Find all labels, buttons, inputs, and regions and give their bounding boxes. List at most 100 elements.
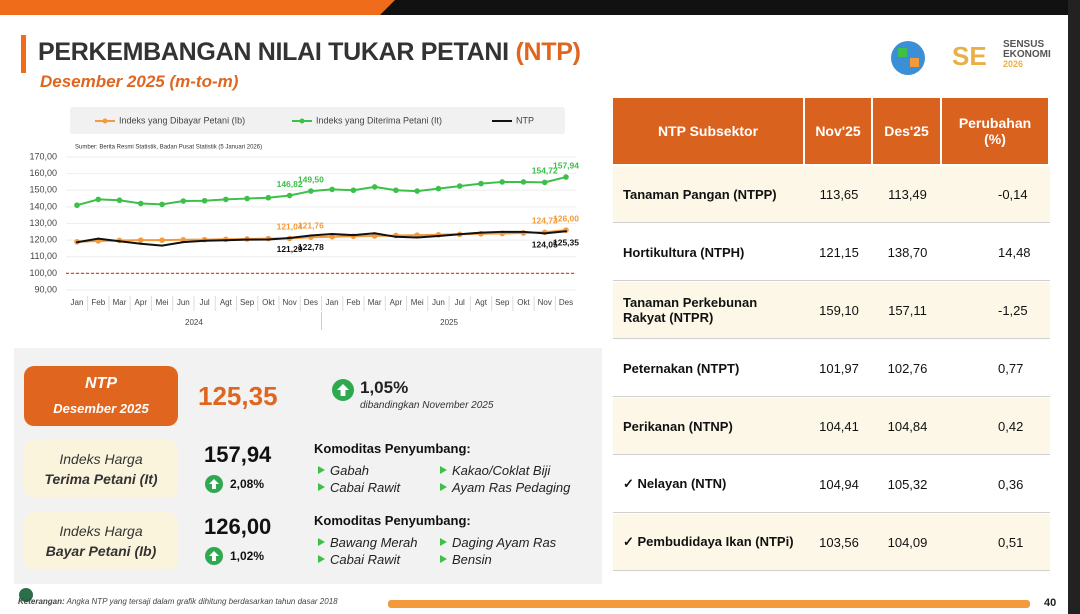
- table-cell: ✓ Pembudidaya Ikan (NTPi): [613, 514, 805, 571]
- x-tick-label: Sep: [240, 298, 255, 307]
- se-logo: SE: [952, 41, 987, 71]
- point: [308, 188, 314, 194]
- point: [499, 179, 506, 185]
- table-cell: Hortikultura (NTPH): [613, 224, 805, 281]
- commodity: Ayam Ras Pedaging: [452, 480, 571, 495]
- x-tick-label: Jul: [199, 298, 209, 307]
- value-label: 122,78: [298, 242, 324, 252]
- point: [373, 232, 376, 235]
- point: [371, 184, 378, 190]
- index-value: 157,94: [204, 442, 272, 467]
- bps-logo: [891, 41, 925, 75]
- point: [393, 187, 399, 194]
- ntp-box: [24, 366, 178, 426]
- commodity: Daging Ayam Ras: [452, 535, 557, 550]
- value-label: 124,05: [532, 240, 558, 250]
- table-cell: 104,41: [805, 398, 873, 455]
- point: [139, 242, 142, 245]
- y-tick-label: 120,00: [29, 235, 57, 245]
- logo-text: SENSUS: [1003, 39, 1045, 50]
- point: [203, 239, 206, 242]
- value-label: 125,35: [553, 237, 579, 247]
- point: [479, 231, 482, 234]
- logo-text: 2026: [1003, 59, 1024, 69]
- table-cell: -0,14: [942, 166, 1050, 223]
- x-tick-label: Okt: [262, 298, 275, 307]
- table-cell: 138,70: [873, 224, 942, 281]
- ib-box: [24, 512, 178, 570]
- point: [329, 186, 335, 193]
- commodity: Bensin: [452, 552, 492, 567]
- legend-box: [70, 107, 565, 134]
- point: [224, 239, 227, 242]
- value-label: 121,04: [277, 222, 303, 232]
- commodities-title: Komoditas Penyumbang:: [314, 441, 471, 456]
- point: [182, 241, 185, 244]
- point: [414, 188, 420, 194]
- page-number: 40: [1044, 597, 1057, 609]
- table-cell: 157,11: [873, 282, 942, 339]
- point: [76, 241, 78, 244]
- table-cell: 102,76: [873, 340, 942, 397]
- commodity: Kakao/Coklat Biji: [452, 463, 551, 478]
- y-tick-label: 160,00: [29, 168, 57, 178]
- point: [522, 230, 525, 233]
- point: [350, 187, 357, 194]
- index-value: 126,00: [204, 514, 272, 539]
- table-cell: 0,51: [942, 514, 1050, 571]
- y-tick-label: 150,00: [29, 185, 57, 195]
- table-cell: 14,48: [942, 224, 1050, 281]
- point: [288, 236, 291, 239]
- x-tick-label: Apr: [390, 298, 403, 307]
- x-tick-label: Mar: [113, 298, 127, 307]
- index-change: 2,08%: [230, 477, 265, 491]
- value-label: 149,50: [298, 174, 324, 184]
- point: [329, 234, 335, 240]
- point: [565, 230, 567, 233]
- footer-note-text: Angka NTP yang tersaji dalam grafik dihi…: [66, 597, 338, 606]
- point: [437, 234, 440, 237]
- table-cell: 159,10: [805, 282, 873, 339]
- legend-label: NTP: [516, 115, 534, 125]
- point: [371, 233, 378, 239]
- table-cell: Tanaman Perkebunan Rakyat (NTPR): [613, 282, 805, 339]
- ntp-label: NTP: [85, 375, 117, 392]
- table-cell: 0,36: [942, 456, 1050, 513]
- point: [563, 174, 569, 180]
- point: [435, 185, 442, 192]
- point: [159, 237, 165, 243]
- subtitle: Desember 2025 (m-to-m): [40, 72, 239, 91]
- point: [118, 240, 121, 243]
- point: [352, 234, 355, 237]
- source: Sumber: Berita Resmi Statistik, Badan Pu…: [75, 145, 262, 151]
- x-tick-label: Agt: [220, 298, 233, 307]
- commodity: Gabah: [330, 463, 370, 478]
- point: [137, 237, 144, 243]
- bps-logo-part: [910, 58, 919, 67]
- table-cell: 104,84: [873, 398, 942, 455]
- table-cell: 101,97: [805, 340, 873, 397]
- x-tick-label: Okt: [517, 298, 530, 307]
- side-band: [1068, 0, 1080, 614]
- ntp-comparison: dibandingkan November 2025: [360, 400, 494, 411]
- point: [541, 179, 548, 186]
- point: [416, 236, 419, 239]
- point: [180, 198, 187, 204]
- ntp-change: 1,05%: [360, 378, 409, 397]
- value-label: 124,73: [532, 216, 558, 226]
- table-header: NTP Subsektor: [613, 98, 804, 164]
- table-cell: 105,32: [873, 456, 942, 513]
- x-tick-label: Apr: [135, 298, 148, 307]
- point: [309, 234, 312, 237]
- point: [501, 230, 504, 233]
- table-cell: -1,25: [942, 282, 1050, 339]
- legend-label: Indeks yang Diterima Petani (It): [316, 115, 442, 125]
- point: [286, 192, 293, 199]
- point: [137, 200, 144, 207]
- point: [97, 237, 100, 240]
- x-tick-label: Nov: [282, 298, 296, 307]
- index-change: 1,02%: [230, 549, 265, 563]
- table-cell: 104,94: [805, 456, 873, 513]
- value-label: 121,76: [298, 220, 324, 230]
